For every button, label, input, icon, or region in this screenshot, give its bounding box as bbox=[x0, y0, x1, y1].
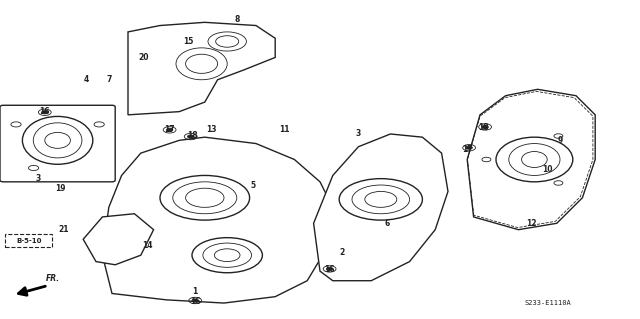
Text: 7: 7 bbox=[106, 75, 111, 84]
Text: 14: 14 bbox=[142, 241, 152, 250]
Text: 1: 1 bbox=[193, 287, 198, 296]
Text: 20: 20 bbox=[139, 53, 149, 62]
Text: 9: 9 bbox=[557, 136, 563, 145]
Ellipse shape bbox=[326, 267, 333, 271]
Polygon shape bbox=[102, 137, 333, 303]
Text: 18: 18 bbox=[187, 131, 197, 140]
Text: 19: 19 bbox=[56, 184, 66, 193]
FancyBboxPatch shape bbox=[5, 234, 52, 247]
Text: 13: 13 bbox=[206, 125, 216, 134]
Ellipse shape bbox=[482, 125, 488, 129]
Ellipse shape bbox=[188, 135, 194, 138]
Text: 12: 12 bbox=[526, 219, 536, 228]
Ellipse shape bbox=[466, 146, 472, 149]
Text: 3: 3 bbox=[36, 174, 41, 183]
Polygon shape bbox=[467, 89, 595, 230]
Text: S233-E1110A: S233-E1110A bbox=[525, 300, 572, 306]
Text: 6: 6 bbox=[385, 219, 390, 228]
Polygon shape bbox=[83, 214, 154, 265]
Text: 11: 11 bbox=[280, 125, 290, 134]
Text: FR.: FR. bbox=[46, 274, 60, 283]
Text: 2: 2 bbox=[340, 248, 345, 256]
Text: 16: 16 bbox=[40, 107, 50, 116]
Text: 4: 4 bbox=[84, 75, 89, 84]
FancyBboxPatch shape bbox=[0, 105, 115, 182]
Text: 5: 5 bbox=[250, 181, 255, 189]
Text: 16: 16 bbox=[190, 297, 200, 306]
Polygon shape bbox=[128, 22, 275, 115]
Text: 17: 17 bbox=[462, 145, 472, 154]
Text: 3: 3 bbox=[356, 130, 361, 138]
Polygon shape bbox=[314, 134, 448, 281]
Ellipse shape bbox=[42, 111, 48, 114]
Text: 21: 21 bbox=[59, 225, 69, 234]
Text: 8: 8 bbox=[234, 15, 239, 24]
Ellipse shape bbox=[192, 299, 198, 302]
Text: B-5-10: B-5-10 bbox=[16, 238, 42, 244]
Text: 17: 17 bbox=[164, 125, 175, 134]
Text: 18: 18 bbox=[478, 123, 488, 132]
Ellipse shape bbox=[166, 128, 173, 131]
Text: 15: 15 bbox=[184, 37, 194, 46]
Text: 16: 16 bbox=[324, 265, 335, 274]
Text: 10: 10 bbox=[542, 165, 552, 174]
